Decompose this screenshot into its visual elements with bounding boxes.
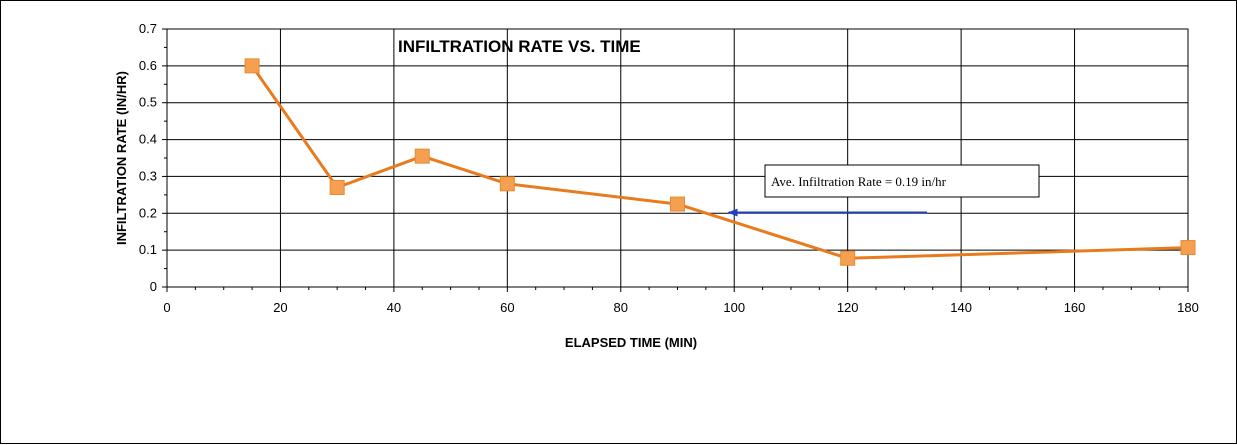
x-tick-label: 60 bbox=[500, 300, 514, 315]
data-point-marker bbox=[840, 250, 856, 266]
data-point-marker bbox=[414, 148, 430, 164]
annotation-box bbox=[764, 164, 1040, 198]
axes-layer: 0 0.1 0.2 0.3 0.4 0.5 0.6 0.7 0 20 40 60 80 100 120 140… bbox=[139, 21, 1199, 315]
data-point-marker bbox=[329, 179, 345, 195]
x-tick-label: 0 bbox=[163, 300, 170, 315]
grid-layer bbox=[166, 28, 1189, 288]
data-point-marker bbox=[244, 58, 260, 74]
x-tick-label: 160 bbox=[1064, 300, 1086, 315]
data-point-marker bbox=[499, 176, 515, 192]
series-layer bbox=[244, 58, 1196, 266]
x-tick-label: 20 bbox=[273, 300, 287, 315]
y-tick-label: 0.1 bbox=[139, 242, 157, 257]
x-tick-label: 180 bbox=[1177, 300, 1199, 315]
x-axis-title: ELAPSED TIME (MIN) bbox=[565, 335, 697, 350]
y-tick-label: 0.6 bbox=[139, 58, 157, 73]
chart-title: INFILTRATION RATE VS. TIME bbox=[398, 37, 641, 56]
annotation-layer: Ave. Infiltration Rate = 0.19 in/hr bbox=[727, 164, 1040, 217]
series-line bbox=[250, 65, 1189, 260]
data-point-marker bbox=[1180, 240, 1196, 256]
y-tick-label: 0 bbox=[150, 279, 157, 294]
x-tick-label: 140 bbox=[950, 300, 972, 315]
x-tick-label: 120 bbox=[837, 300, 859, 315]
annotation-text: Ave. Infiltration Rate = 0.19 in/hr bbox=[771, 174, 947, 189]
y-tick-label: 0.5 bbox=[139, 95, 157, 110]
y-tick-label: 0.2 bbox=[139, 205, 157, 220]
y-tick-label: 0.7 bbox=[139, 21, 157, 36]
data-point-marker bbox=[670, 196, 685, 212]
x-tick-label: 100 bbox=[723, 300, 745, 315]
plot-area-border bbox=[166, 28, 1189, 288]
y-tick-label: 0.4 bbox=[139, 132, 157, 147]
y-axis-title: INFILTRATION RATE (IN/HR) bbox=[114, 71, 129, 245]
x-tick-label: 40 bbox=[387, 300, 401, 315]
y-tick-label: 0.3 bbox=[139, 168, 157, 183]
x-tick-label: 80 bbox=[614, 300, 628, 315]
